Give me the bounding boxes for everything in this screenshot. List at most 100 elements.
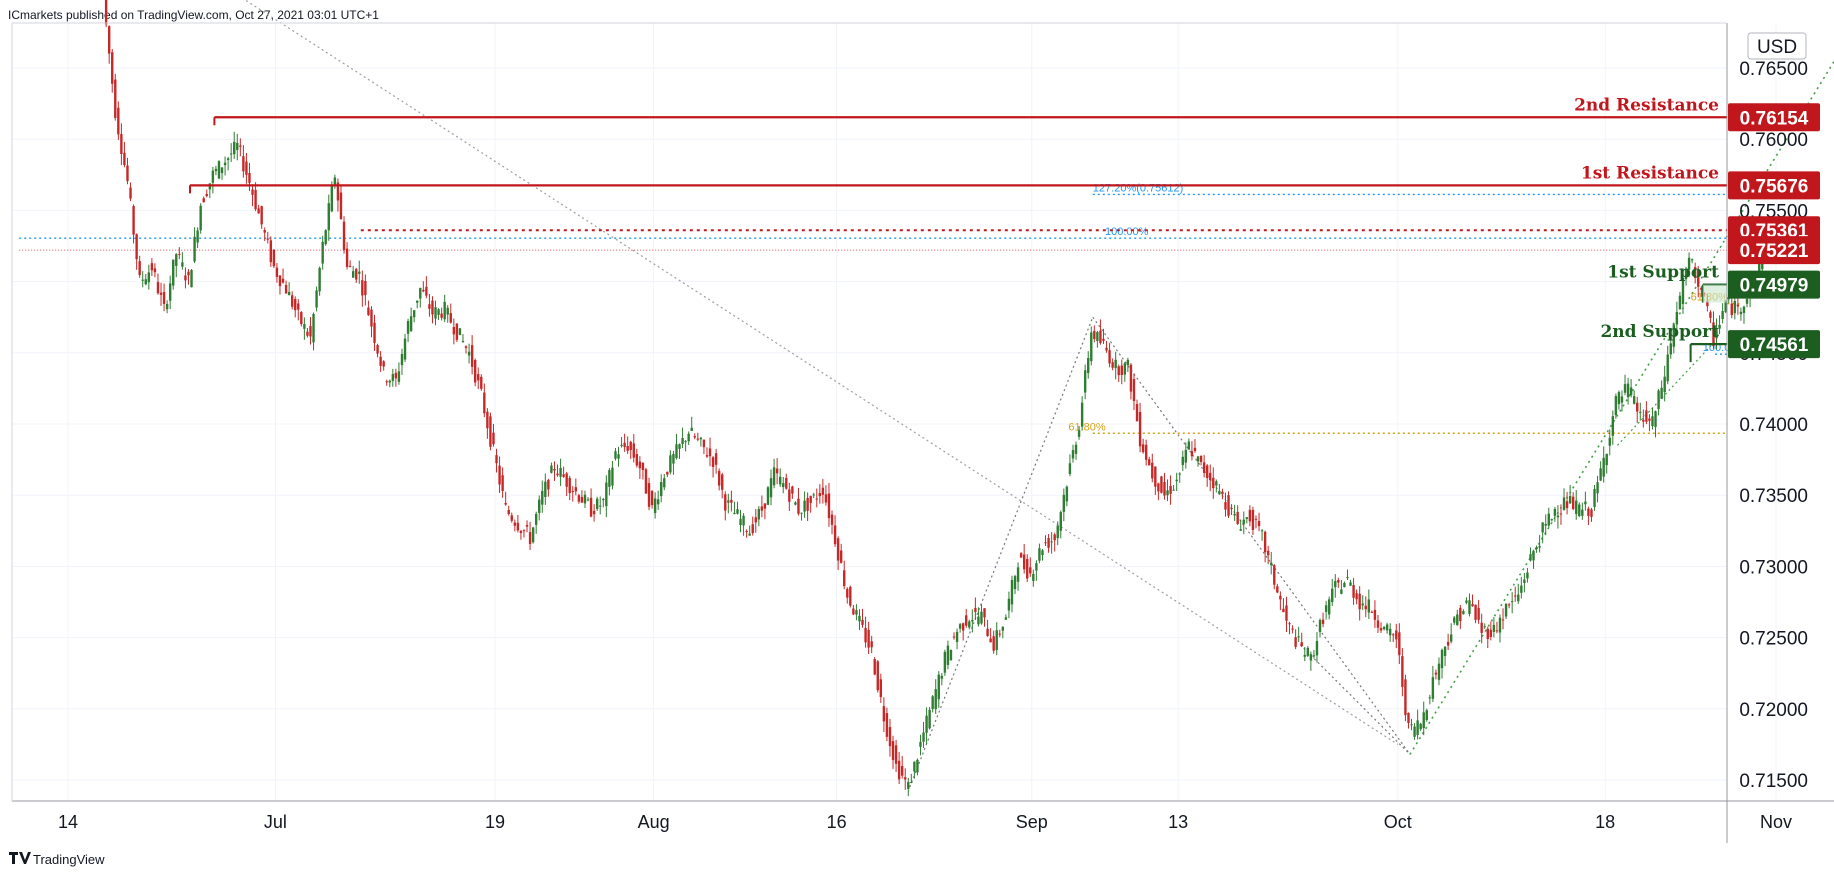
candle-body: [1324, 605, 1328, 612]
candle-body: [1547, 513, 1550, 526]
candle-body: [117, 107, 120, 135]
candle: [1532, 549, 1535, 569]
candle-body: [592, 510, 596, 515]
candle-body: [778, 476, 782, 485]
candle-body: [385, 381, 388, 383]
candle: [696, 432, 700, 442]
candle-body: [1541, 522, 1544, 533]
candle: [1215, 479, 1218, 493]
candle-body: [1382, 626, 1386, 630]
currency-box[interactable]: [1747, 32, 1807, 60]
candle-body: [1559, 513, 1563, 515]
candle-body: [1282, 608, 1285, 613]
candle-body: [226, 158, 230, 161]
candle-body: [815, 498, 818, 500]
candle-body: [1260, 530, 1264, 532]
candle: [1324, 600, 1328, 620]
candle-body: [1565, 501, 1569, 509]
candle: [1227, 491, 1230, 519]
candle: [602, 497, 605, 508]
candle-body: [1019, 553, 1023, 558]
tradingview-logo[interactable]: TradingView: [9, 852, 105, 867]
candle-body: [1550, 519, 1554, 521]
candle-body: [1010, 579, 1014, 605]
candle: [251, 184, 254, 207]
candle: [1544, 514, 1547, 536]
candle-body: [1062, 494, 1066, 512]
candle: [1700, 286, 1703, 297]
candle-body: [531, 527, 535, 543]
candle-body: [358, 271, 361, 274]
candle: [107, 25, 111, 64]
candle: [1733, 295, 1737, 320]
candle-body: [1596, 482, 1599, 494]
candle-body: [928, 709, 931, 729]
candle-body: [284, 285, 288, 294]
candle: [690, 416, 693, 431]
candle: [348, 260, 352, 268]
candle: [1690, 258, 1694, 264]
candle: [870, 635, 873, 654]
x-tick-label: 13: [1168, 812, 1188, 832]
candle: [1141, 438, 1145, 454]
candle: [1361, 595, 1364, 611]
candle-body: [1056, 525, 1059, 539]
candle-body: [1355, 593, 1358, 600]
candle-body: [684, 441, 687, 443]
candle-body: [754, 517, 757, 523]
candle: [1666, 345, 1669, 385]
candle-body: [287, 291, 291, 296]
candle-body: [1398, 632, 1401, 656]
candle-body: [1553, 508, 1557, 516]
candle-body: [1483, 626, 1486, 628]
candle: [1599, 461, 1602, 482]
candle-body: [434, 307, 437, 319]
level-75221-tag-bg: [1728, 236, 1820, 265]
candle: [733, 501, 736, 515]
candle-body: [477, 374, 480, 381]
candle: [1038, 543, 1041, 564]
candle-body: [1687, 257, 1691, 270]
candle: [528, 521, 532, 551]
candle-body: [1510, 601, 1514, 603]
y-tick-label: 0.72500: [1739, 629, 1808, 650]
candle: [910, 773, 913, 784]
candle-body: [632, 443, 635, 458]
candle: [309, 317, 312, 345]
candle-body: [1123, 363, 1127, 375]
candle-body: [120, 134, 123, 155]
candle: [419, 287, 422, 308]
time-axis[interactable]: 14 Jul 19 Aug 16 Sep 13 Oct 18 Nov: [58, 812, 1792, 832]
candle: [1593, 485, 1596, 511]
2nd-support-label: 2nd Support: [1600, 322, 1719, 342]
candle-body: [1605, 453, 1608, 466]
candle-body: [1178, 473, 1181, 475]
candle-body: [605, 482, 608, 507]
candle: [1739, 307, 1743, 321]
candle-body: [724, 494, 727, 511]
candle: [1474, 604, 1477, 624]
candle: [162, 283, 166, 312]
candle-body: [467, 351, 471, 356]
candle: [1279, 591, 1282, 611]
candle-body: [961, 623, 965, 631]
candle-body: [1288, 623, 1291, 625]
candle: [1657, 388, 1660, 416]
candle-body: [1486, 628, 1489, 640]
candle-body: [900, 765, 904, 776]
green-uptrend-line: [1409, 59, 1834, 755]
candle: [931, 695, 934, 713]
candle-body: [760, 506, 764, 511]
candle-body: [440, 313, 443, 318]
candle-body: [1224, 502, 1227, 510]
candle: [1556, 505, 1560, 529]
candle-body: [885, 713, 889, 737]
candle: [1434, 669, 1438, 680]
candle: [1364, 596, 1367, 618]
candle: [1468, 593, 1471, 617]
candle: [281, 268, 285, 284]
candle-body: [547, 479, 550, 490]
candle-body: [342, 221, 346, 251]
candle-body: [641, 462, 645, 471]
